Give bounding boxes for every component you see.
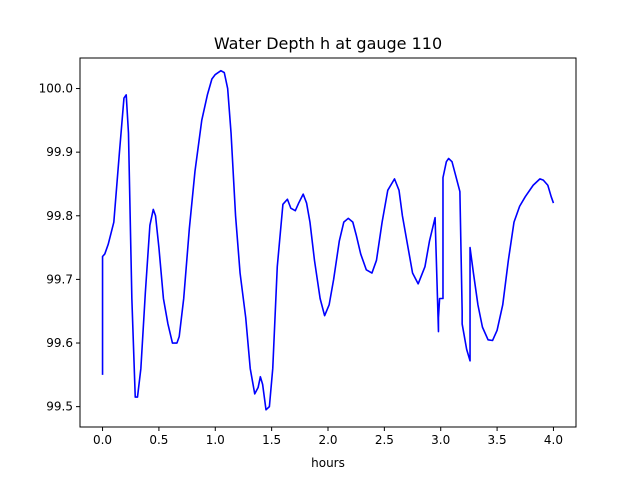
x-tick-label: 0.5 bbox=[149, 433, 168, 447]
y-tick-label: 99.7 bbox=[46, 272, 73, 286]
plot-area-frame bbox=[79, 57, 577, 428]
y-tick-label: 99.5 bbox=[46, 400, 73, 414]
y-tick-label: 99.6 bbox=[46, 336, 73, 350]
x-tick-label: 1.0 bbox=[206, 433, 225, 447]
x-tick-label: 2.0 bbox=[318, 433, 337, 447]
x-tick-label: 3.0 bbox=[431, 433, 450, 447]
series-layer bbox=[101, 69, 555, 411]
x-tick-label: 4.0 bbox=[544, 433, 563, 447]
x-tick-label: 3.5 bbox=[488, 433, 507, 447]
x-tick-label: 2.5 bbox=[375, 433, 394, 447]
y-tick-label: 100.0 bbox=[39, 82, 73, 96]
x-tick-label: 0.0 bbox=[93, 433, 112, 447]
y-tick-label: 99.9 bbox=[46, 145, 73, 159]
chart-title: Water Depth h at gauge 110 bbox=[214, 34, 442, 53]
y-tick-label: 99.8 bbox=[46, 209, 73, 223]
x-axis-label: hours bbox=[311, 456, 345, 470]
series-line bbox=[101, 69, 555, 411]
x-tick-label: 1.5 bbox=[262, 433, 281, 447]
x-axis-ticks: 0.0 0.5 1.0 1.5 2.0 2.5 3.0 3.5 4.0 bbox=[93, 427, 563, 447]
y-axis-ticks: 99.5 99.6 99.7 99.8 99.9 100.0 bbox=[39, 82, 80, 414]
